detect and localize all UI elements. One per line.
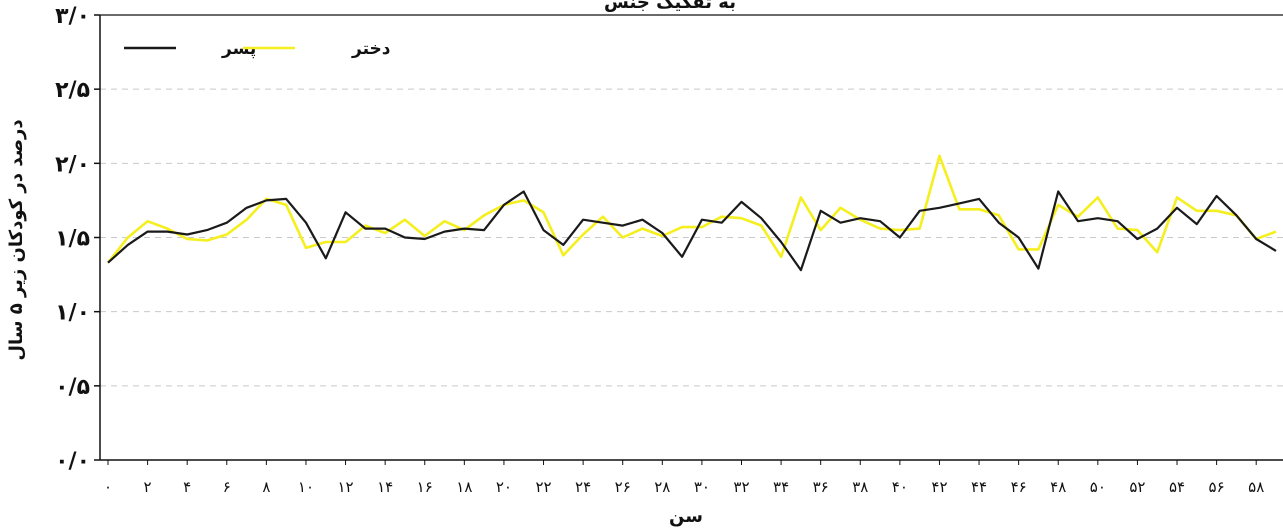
x-tick-label-25: ۵۰ <box>1090 478 1106 496</box>
legend: پسر دختر <box>124 39 391 59</box>
y-axis-ticks: ۰/۰ ۰/۵ ۱/۰ ۱/۵ ۲/۰ ۲/۵ ۳/۰ <box>55 4 100 474</box>
x-axis-title: سن <box>669 506 703 527</box>
y-tick-label-3: ۱/۵ <box>55 227 90 252</box>
x-tick-label-13: ۲۶ <box>615 478 631 496</box>
series-line-boy <box>107 190 1277 272</box>
x-tick-label-5: ۱۰ <box>298 478 314 496</box>
legend-label-girl: دختر <box>351 39 391 59</box>
series-lines <box>106 154 1277 272</box>
x-tick-label-29: ۵۸ <box>1248 478 1264 496</box>
x-tick-label-15: ۳۰ <box>694 478 710 496</box>
x-tick-label-4: ۸ <box>262 478 270 496</box>
x-tick-label-1: ۲ <box>144 478 152 496</box>
y-tick-label-6: ۳/۰ <box>55 4 90 29</box>
legend-label-boy: پسر <box>221 39 256 59</box>
x-tick-label-14: ۲۸ <box>654 478 670 496</box>
y-tick-label-5: ۲/۵ <box>55 78 90 103</box>
x-tick-label-20: ۴۰ <box>892 478 908 496</box>
y-tick-label-4: ۲/۰ <box>55 152 90 177</box>
x-tick-label-21: ۴۲ <box>931 478 947 496</box>
x-tick-label-17: ۳۴ <box>773 478 789 496</box>
x-tick-label-9: ۱۸ <box>456 478 472 496</box>
y-tick-label-2: ۱/۰ <box>55 301 90 326</box>
x-tick-label-3: ۶ <box>223 478 231 496</box>
y-axis-title: درصد در کودکان زیر ۵ سال <box>6 119 27 360</box>
x-tick-label-24: ۴۸ <box>1050 478 1066 496</box>
x-tick-label-12: ۲۴ <box>575 478 591 496</box>
series-line-girl <box>106 154 1277 264</box>
x-tick-label-7: ۱۴ <box>377 478 393 496</box>
x-tick-label-19: ۳۸ <box>852 478 868 496</box>
x-tick-label-8: ۱۶ <box>417 478 433 496</box>
y-tick-label-1: ۰/۵ <box>55 375 90 400</box>
x-tick-label-23: ۴۶ <box>1011 478 1027 496</box>
x-tick-label-26: ۵۲ <box>1129 478 1145 496</box>
x-tick-label-6: ۱۲ <box>337 478 353 496</box>
x-tick-label-16: ۳۲ <box>733 478 749 496</box>
x-tick-label-11: ۲۲ <box>535 478 551 496</box>
x-tick-label-10: ۲۰ <box>496 478 512 496</box>
x-tick-label-28: ۵۶ <box>1209 478 1225 496</box>
x-tick-label-2: ۴ <box>183 478 191 496</box>
x-axis-ticks: ۰ ۲ ۴ ۶ ۸ ۱۰ ۱۲ ۱۴ ۱۶ ۱۸ ۲۰ ۲۲ ۲۴ ۲۶ ۲۸ ۳۰ ۳۲ ۳۴ ۳۶ ۳۸ ۴۰ ۴۲ ۴… <box>104 460 1264 496</box>
y-tick-label-0: ۰/۰ <box>55 449 90 474</box>
x-tick-label-18: ۳۶ <box>813 478 829 496</box>
x-tick-label-27: ۵۴ <box>1169 478 1185 496</box>
x-tick-label-22: ۴۴ <box>971 478 987 496</box>
x-tick-label-0: ۰ <box>104 478 112 496</box>
chart-title: به تفکیک جنس <box>604 0 736 13</box>
